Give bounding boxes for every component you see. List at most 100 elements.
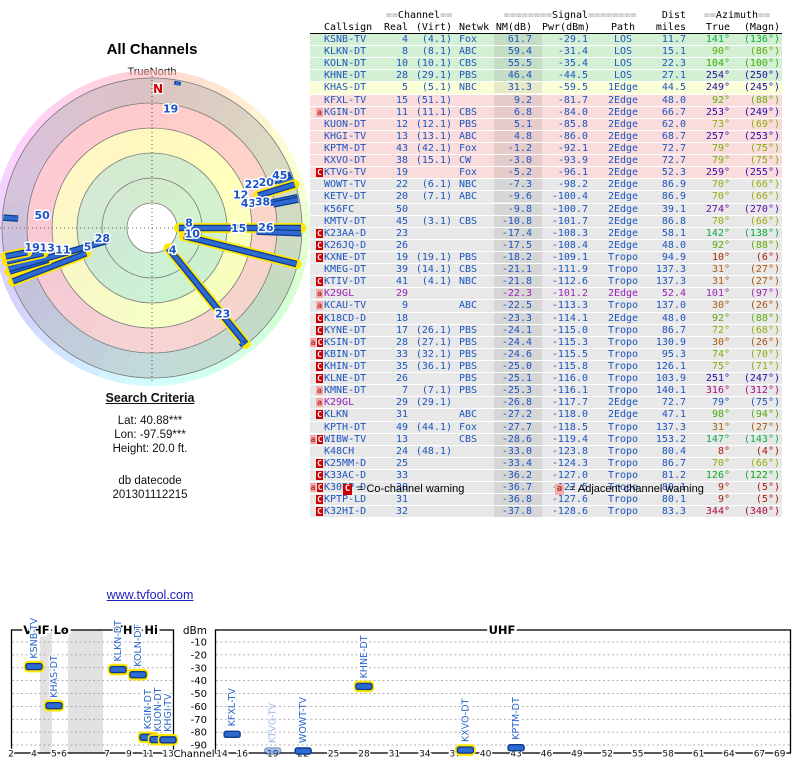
- cell-callsign: KHNE-DT: [324, 70, 367, 82]
- bar-callsign-label: KXVO-DT: [460, 698, 471, 742]
- cell-true-azimuth: 30°: [711, 336, 730, 348]
- cell-nm: -27.7: [494, 421, 542, 433]
- signal-bar: [129, 671, 147, 679]
- cell-nm: -1.2: [494, 143, 542, 155]
- cell-callsign: KYNE-DT: [324, 324, 367, 336]
- adjacent-channel-badge-icon: a: [555, 483, 564, 495]
- radar-channel-label: 28: [95, 232, 110, 245]
- signal-bar-group: KHGI-TV: [157, 692, 179, 746]
- cell-true-azimuth: 70°: [711, 179, 730, 191]
- cell-callsign: KPTP-LD: [324, 494, 367, 506]
- cell-real: 41: [395, 276, 408, 288]
- cell-nm: -24.4: [494, 336, 542, 348]
- cell-netwk: Fox: [459, 143, 478, 155]
- signal-bar: [109, 665, 127, 674]
- group-header-channel: ==Channel==: [385, 10, 453, 21]
- table-row: KHAS-DT 5 (5.1) NBC 31.3 -59.5 1Edge 44.5 249° (2…: [310, 82, 782, 95]
- cell-pwr: -116.0: [551, 373, 588, 385]
- cell-real: 31: [395, 409, 408, 421]
- radar-channel-label: 19: [24, 241, 39, 254]
- co-channel-badge: C: [316, 228, 323, 238]
- channel-tick-label: 31: [389, 750, 400, 760]
- co-channel-badge: C: [316, 168, 323, 178]
- cell-true-azimuth: 31°: [711, 421, 730, 433]
- channel-tick-label: 34: [419, 750, 431, 760]
- signal-bar-highlight: [23, 660, 45, 673]
- radar-spoke: [175, 80, 180, 86]
- radar-channel-label: 8: [185, 217, 193, 230]
- cell-true-azimuth: 79°: [711, 155, 730, 167]
- warning-cell: C: [310, 470, 324, 480]
- warning-cell: C: [310, 349, 324, 359]
- cell-nm: -7.3: [494, 179, 542, 191]
- warning-cell: a: [310, 107, 324, 117]
- cell-path: Tropo: [607, 264, 639, 276]
- cell-pwr: -44.5: [557, 70, 588, 82]
- cell-pwr: -101.2: [551, 288, 588, 300]
- search-criteria-heading: Search Criteria: [105, 391, 195, 405]
- warning-cell: a: [310, 301, 324, 311]
- cell-nm: -9.8: [494, 203, 542, 215]
- radar-channel-label: 20: [259, 176, 275, 189]
- co-channel-legend-text: = Co-channel warning: [357, 483, 465, 495]
- cell-true-azimuth: 249°: [705, 82, 730, 94]
- cell-pwr: -101.7: [551, 215, 588, 227]
- cell-miles: 83.3: [661, 506, 686, 518]
- cell-miles: 22.3: [661, 58, 686, 70]
- table-row: KFXL-TV 15 (51.1) 9.2 -81.7 2Edge 48.0 92° (88°): [310, 94, 782, 107]
- cell-nm: 4.8: [494, 130, 542, 142]
- db-datecode: db datecode 201301112215: [40, 474, 260, 502]
- cell-miles: 80.1: [661, 494, 686, 506]
- cell-magn-azimuth: (66°): [749, 191, 780, 203]
- cell-pwr: -108.4: [551, 239, 588, 251]
- cell-path: 2Edge: [607, 191, 639, 203]
- cell-pwr: -81.7: [557, 94, 588, 106]
- cell-path: 2Edge: [607, 397, 639, 409]
- cell-miles: 103.9: [655, 373, 686, 385]
- cell-real: 38: [395, 155, 408, 167]
- cell-pwr: -127.5: [551, 482, 588, 494]
- cell-pwr: -123.8: [551, 445, 588, 457]
- cell-netwk: PBS: [459, 385, 478, 397]
- cell-pwr: -35.4: [557, 58, 588, 70]
- cell-true-azimuth: 31°: [711, 264, 730, 276]
- cell-netwk: ABC: [459, 191, 478, 203]
- cell-true-azimuth: 101°: [705, 288, 730, 300]
- table-row: KXVO-DT 38 (15.1) CW -3.0 -93.9 2Edge 72.7 79° (7…: [310, 155, 782, 168]
- frequency-gap-band: [68, 630, 103, 753]
- cell-path: 2Edge: [607, 155, 639, 167]
- website-link[interactable]: www.tvfool.com: [106, 588, 194, 602]
- cell-virt: (6.1): [421, 179, 452, 191]
- bar-callsign-label: KFXL-TV: [227, 688, 238, 727]
- cell-real: 30: [395, 482, 408, 494]
- cell-virt: (14.1): [415, 264, 452, 276]
- cell-path: 2Edge: [607, 179, 639, 191]
- bar-callsign-label: KLKN-DT: [113, 620, 124, 662]
- table-row: K48CH 24 (48.1) -33.0 -123.8 Tropo 80.4 8° (4°): [310, 445, 782, 458]
- cell-nm: -25.0: [494, 361, 542, 372]
- cell-callsign: KGIN-DT: [324, 106, 367, 118]
- dbm-tick-label: -40: [191, 676, 207, 687]
- cell-pwr: -118.0: [551, 409, 588, 421]
- cell-path: Tropo: [607, 469, 639, 481]
- channel-tick-label: 28: [358, 750, 370, 760]
- db-datecode-value: 201301112215: [112, 489, 188, 501]
- cell-virt: (12.1): [415, 118, 452, 130]
- cell-real: 19: [395, 252, 408, 264]
- cell-path: LOS: [613, 58, 633, 70]
- cell-callsign: KXVO-DT: [324, 155, 367, 167]
- signal-bar-highlight: [157, 734, 179, 746]
- cell-nm: -3.0: [494, 155, 542, 167]
- cell-pwr: -84.0: [557, 106, 588, 118]
- adjacent-channel-legend: a = Adjacent channel warning: [555, 483, 704, 495]
- cell-callsign: KPTM-DT: [324, 143, 367, 155]
- co-channel-badge: C: [316, 470, 323, 480]
- cell-pwr: -85.8: [557, 118, 588, 130]
- cell-callsign: KSNB-TV: [324, 34, 367, 46]
- channel-tick-label: 13: [162, 750, 173, 760]
- adjacent-channel-badge: a: [316, 301, 323, 311]
- table-row: KPTH-DT 49 (44.1) Fox -27.7 -118.5 Tropo 137.3 3…: [310, 421, 782, 434]
- bar-callsign-label: KUON-DT: [153, 687, 164, 731]
- cell-callsign: KFXL-TV: [324, 94, 367, 106]
